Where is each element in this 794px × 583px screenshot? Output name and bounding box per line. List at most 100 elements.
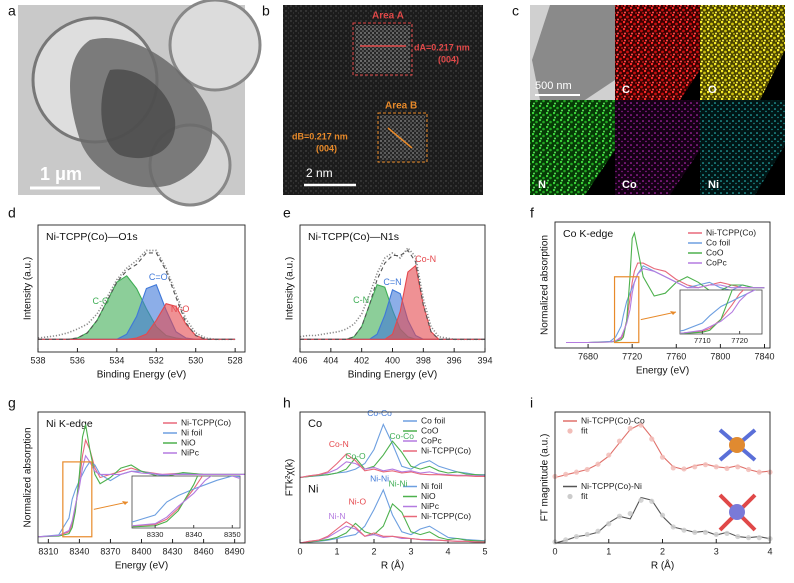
area-label: Area A xyxy=(372,11,404,22)
fit-marker xyxy=(584,531,590,538)
x-tick-label: 8370 xyxy=(100,546,120,556)
fit-marker xyxy=(713,531,719,538)
series-line xyxy=(680,290,756,334)
inset-frame xyxy=(131,475,241,529)
fit-marker xyxy=(649,436,655,442)
x-tick-label: 530 xyxy=(188,355,203,365)
series-line xyxy=(299,488,486,544)
group-label: Ni xyxy=(308,483,318,495)
panel-letter: d xyxy=(8,205,16,221)
x-tick-label: 3 xyxy=(408,546,413,556)
element-label: N xyxy=(538,179,546,191)
fit-marker xyxy=(735,464,741,470)
co-site-icon xyxy=(718,428,757,462)
peak-label: Ni-N xyxy=(329,511,346,521)
y-axis-label: Normalized absorption xyxy=(540,235,551,335)
fit-marker xyxy=(616,438,623,444)
legend-label: NiO xyxy=(421,491,436,501)
panel-letter: g xyxy=(8,395,16,411)
y-axis-label: FT magnitude (a.u.) xyxy=(540,434,551,522)
panel-c: c 500 nm C O N Co Ni xyxy=(512,3,785,195)
fit-marker xyxy=(756,535,762,541)
legend-label: CoO xyxy=(706,247,724,257)
fit-marker xyxy=(670,465,676,471)
x-tick-label: 396 xyxy=(447,355,462,365)
ni-site-icon xyxy=(718,493,757,532)
peak-label: Ni-Ni xyxy=(389,478,408,488)
x-tick-label: 528 xyxy=(228,355,243,365)
peak-label: Co-O xyxy=(345,451,366,461)
panel-letter: f xyxy=(530,205,534,221)
panel-letter: e xyxy=(283,205,291,221)
fit-marker xyxy=(735,533,741,540)
scale-label: 2 nm xyxy=(306,166,333,180)
fit-marker xyxy=(638,497,644,503)
x-tick-label: 0 xyxy=(552,546,557,556)
peak-label: C=O xyxy=(149,272,168,282)
series-line xyxy=(132,476,240,527)
x-tick-label: 1 xyxy=(606,546,611,556)
scale-label: 1 μm xyxy=(40,164,82,184)
fit-marker xyxy=(563,471,569,477)
plot-frame xyxy=(554,221,771,349)
panel-letter: i xyxy=(530,395,533,411)
series-line xyxy=(37,249,236,341)
x-tick-label: 394 xyxy=(477,355,492,365)
legend-label: Ni-TCPP(Co) xyxy=(706,227,756,237)
fit-marker xyxy=(713,464,719,470)
fit-marker xyxy=(724,530,730,536)
x-tick-label: 398 xyxy=(416,355,431,365)
legend-label: NiO xyxy=(181,437,196,447)
fit-marker xyxy=(638,422,644,428)
film-hole xyxy=(168,0,262,92)
fit-marker xyxy=(745,466,752,473)
inset-tick-label: 8330 xyxy=(147,530,164,539)
o-map xyxy=(700,5,785,100)
x-tick-label: 1 xyxy=(334,546,339,556)
x-tick-label: 532 xyxy=(149,355,164,365)
x-tick-label: 8490 xyxy=(225,546,245,556)
x-tick-label: 2 xyxy=(660,546,665,556)
x-tick-label: 400 xyxy=(385,355,400,365)
peak-label: Co-Co xyxy=(367,408,392,418)
fit-marker xyxy=(681,527,687,533)
legend-label: Ni-TCPP(Co) xyxy=(181,417,231,427)
plane-label: (004) xyxy=(316,143,337,153)
inset-tick-label: 8340 xyxy=(185,530,202,539)
legend-label: NiPc xyxy=(421,501,440,511)
x-tick-label: 406 xyxy=(292,355,307,365)
peak-label: Ni-O xyxy=(349,497,367,507)
x-tick-label: 8400 xyxy=(131,546,151,556)
legend-label: CoO xyxy=(421,425,439,435)
element-label: Co xyxy=(622,179,637,191)
x-axis-label: Energy (eV) xyxy=(115,561,168,572)
fit-marker xyxy=(627,425,633,431)
legend-label: fit xyxy=(581,491,588,501)
y-axis-label: Intensity (a.u.) xyxy=(23,257,34,320)
series-line xyxy=(299,453,485,479)
ni-map xyxy=(700,100,785,195)
x-tick-label: 2 xyxy=(371,546,376,556)
legend-label: CoPc xyxy=(421,435,443,445)
legend-swatch xyxy=(567,493,573,500)
panel-b: b Area A dA=0.217 nm (004) Area B dB=0.2… xyxy=(262,3,483,195)
series-line xyxy=(299,502,486,544)
series-line xyxy=(299,521,485,544)
chart-title: Ni-TCPP(Co)—O1s xyxy=(46,231,138,243)
fit-marker xyxy=(702,529,709,535)
x-tick-label: 534 xyxy=(109,355,124,365)
fit-marker xyxy=(745,535,752,541)
flake xyxy=(532,5,615,100)
x-tick-label: 7760 xyxy=(666,351,686,361)
element-label: O xyxy=(708,84,717,96)
x-tick-label: 7680 xyxy=(578,351,598,361)
peak-label: Co-N xyxy=(329,439,349,449)
co-map xyxy=(615,100,700,195)
peak-label: Co-Co xyxy=(389,431,414,441)
x-tick-label: 404 xyxy=(323,355,338,365)
area-box xyxy=(352,22,413,76)
x-tick-label: 8310 xyxy=(38,546,58,556)
x-tick-label: 7840 xyxy=(754,351,774,361)
fit-marker xyxy=(616,513,623,519)
legend-label: Co foil xyxy=(421,415,445,425)
